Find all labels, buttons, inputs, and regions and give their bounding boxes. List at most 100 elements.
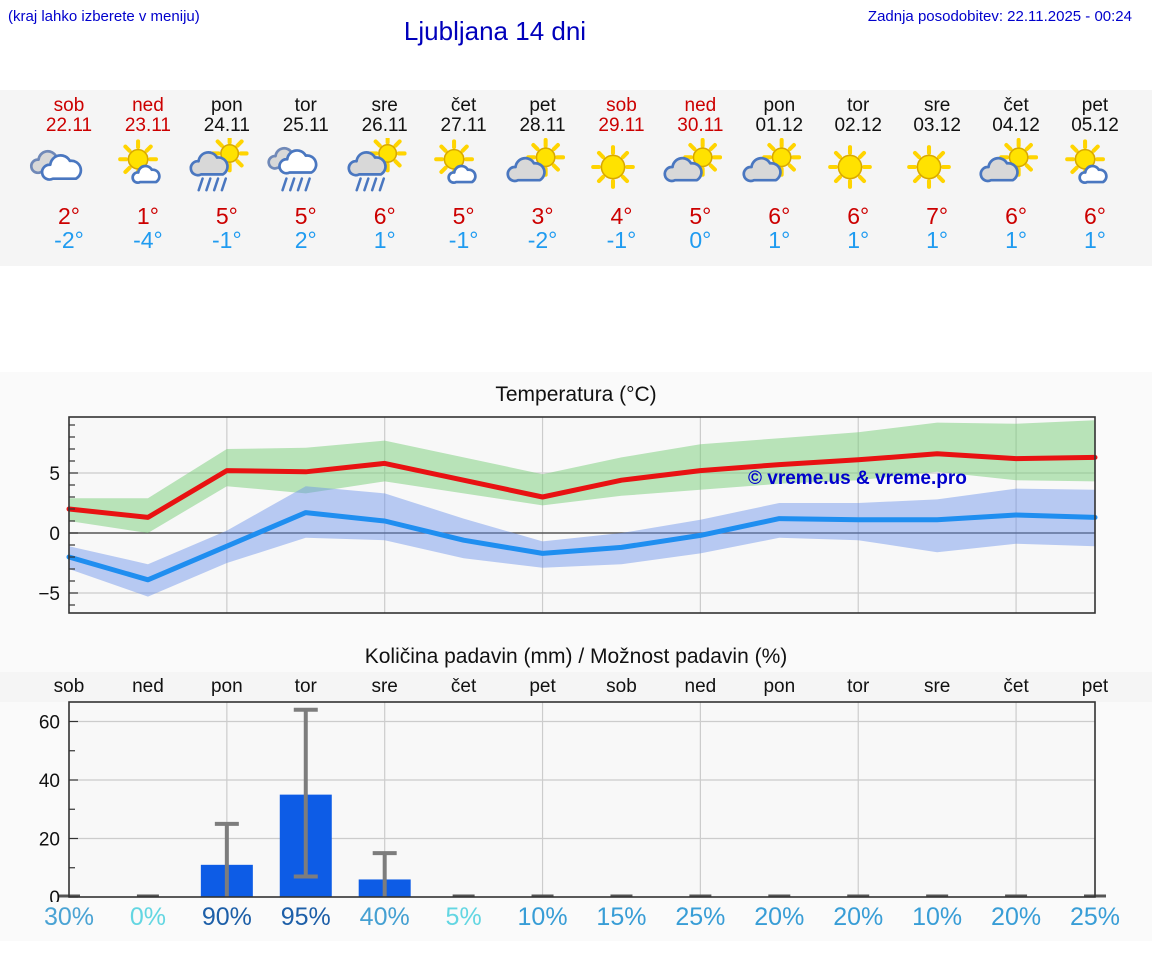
precip-day-label: sre [923,676,951,697]
precip-day-label: sre [371,676,398,697]
day-date-label: 04.12 [992,115,1040,136]
forecast-day: ned 30.11 5° 0° [658,90,742,252]
day-date-label: 02.12 [834,115,882,136]
forecast-day: pon 24.11 5° -1° [185,90,269,252]
low-temp-label: 1° [847,227,870,253]
day-icon [895,138,979,200]
low-temp-label: 2° [294,227,317,253]
weather-icon-cloudy [29,149,83,181]
low-temp-label: -2° [54,227,84,253]
weather-icon-partly-sunny [118,139,161,184]
day-date-label: 27.11 [440,115,487,136]
weather-icon-partly-sunny [433,139,477,184]
low-temp-label: -4° [133,227,163,253]
high-temp-label: 5° [689,203,712,229]
forecast-day: pon 01.12 6° 1° [737,90,821,252]
low-temp-label: 0° [689,227,712,253]
high-temp-label: 5° [215,203,238,229]
precip-probability-label: 30% [43,903,95,931]
precip-probability-label: 25% [1069,903,1121,931]
high-temp-label: 4° [610,203,633,229]
low-temp-label: 1° [1005,227,1028,253]
forecast-day: sre 26.11 6° 1° [343,90,427,252]
forecast-day: tor 25.11 5° 2° [264,90,348,252]
high-temp-label: 5° [452,203,475,229]
precip-day-label: sob [53,676,85,697]
temp-plot-border [68,416,1096,614]
precip-day-labels-row: sob ned pon tor sre čet pet sob ned pon tor sre čet p… [0,672,1152,702]
precipitation-chart: 0 20 40 60 [39,701,1106,902]
precip-day-label: ned [684,676,717,697]
day-date-label: 23.11 [124,115,171,136]
forecast-strip: sob 22.11 2° -2° ned 23.11 1° -4° pon 24.11 5° -1° t… [0,90,1152,266]
high-temp-label: 6° [1084,203,1106,229]
day-icon [579,138,663,200]
day-date-label: 28.11 [519,115,566,136]
precip-ytick-label: 60 [39,713,60,734]
high-temp-label: 6° [1005,203,1028,229]
low-temp-label: -2° [527,227,558,253]
temp-ytick-label: 0 [49,524,60,545]
day-icon [343,138,427,200]
forecast-day: pet 05.12 6° 1° [1053,90,1137,252]
precip-probability-label: 15% [596,903,647,931]
day-icon [27,138,111,200]
day-name-label: sob [606,95,637,116]
precip-ytick-label: 0 [49,888,60,902]
day-date-label: 05.12 [1071,115,1119,136]
forecast-day: sre 03.12 7° 1° [895,90,979,252]
precip-probability-label: 20% [991,903,1042,931]
day-name-label: pet [1081,95,1109,116]
weather-icon-sunny [828,145,873,189]
precip-day-label: tor [847,676,870,697]
watermark-text: © vreme.us & vreme.pro [748,468,967,489]
day-name-label: sre [371,95,398,116]
day-name-label: sre [923,95,951,116]
day-icon [737,138,821,200]
day-icon [264,138,348,200]
temp-ytick-label: 5 [49,464,60,485]
day-name-label: pon [763,95,796,116]
forecast-day: pet 28.11 3° -2° [501,90,585,252]
day-icon [1053,138,1137,200]
day-date-label: 01.12 [755,115,804,136]
precip-day-label: pon [210,676,243,697]
forecast-day: sob 29.11 4° -1° [579,90,663,252]
precip-day-label: pet [529,676,556,697]
high-temp-label: 3° [531,203,554,229]
day-icon [816,138,900,200]
high-temp-label: 5° [294,203,317,229]
precip-probability-label: 20% [754,903,805,931]
precip-ytick-label: 40 [39,771,60,792]
precip-day-label: pon [763,676,796,697]
precip-probability-label: 90% [201,903,252,931]
precip-day-label: tor [294,676,317,697]
weather-icon-sunny [907,145,951,189]
day-icon [658,138,742,200]
day-name-label: pet [529,95,556,116]
low-temp-label: 1° [373,227,396,253]
forecast-day: čet 04.12 6° 1° [974,90,1058,252]
forecast-day: sob 22.11 2° -2° [27,90,111,252]
precip-day-label: ned [132,676,164,697]
day-date-label: 30.11 [677,115,724,136]
temp-line-high [66,451,1098,520]
low-temp-label: -1° [212,227,242,253]
precip-probability-label: 0% [129,903,166,931]
day-date-label: 26.11 [361,115,408,136]
high-temp-label: 1° [136,203,159,229]
precip-probability-label: 10% [912,903,963,931]
day-name-label: čet [450,95,477,116]
precip-probability-label: 40% [359,903,410,931]
forecast-day: čet 27.11 5° -1° [422,90,506,252]
low-temp-label: 1° [926,227,949,253]
day-name-label: sob [53,95,85,116]
precip-plot-area [69,702,1095,897]
precip-probability-label: 25% [675,903,726,931]
weather-icon-mostly-cloudy [663,138,723,183]
location-menu-note: (kraj lahko izberete v meniju) [8,8,200,25]
day-name-label: tor [847,95,870,116]
low-temp-label: -1° [606,227,637,253]
temperature-chart: −5 0 5 © vreme.us & vreme.pro [38,416,1098,614]
